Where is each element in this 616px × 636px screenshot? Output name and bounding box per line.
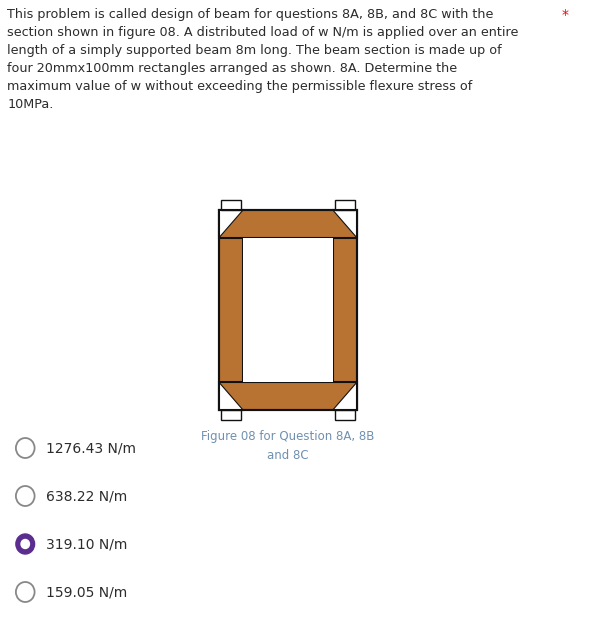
Circle shape [21, 539, 30, 548]
Bar [221, 200, 241, 210]
Text: 638.22 N/m: 638.22 N/m [46, 489, 127, 503]
Polygon shape [333, 210, 357, 238]
Text: 159.05 N/m: 159.05 N/m [46, 585, 127, 599]
Text: *: * [561, 8, 569, 22]
Polygon shape [219, 210, 243, 238]
Polygon shape [219, 382, 243, 410]
Bar [333, 210, 357, 410]
Bar [219, 210, 357, 238]
Polygon shape [333, 382, 357, 410]
Bar [219, 382, 357, 410]
Text: This problem is called design of beam for questions 8A, 8B, and 8C with the
sect: This problem is called design of beam fo… [7, 8, 519, 111]
Bar [243, 238, 333, 382]
Bar [219, 210, 243, 410]
Text: 319.10 N/m: 319.10 N/m [46, 537, 127, 551]
Text: 1276.43 N/m: 1276.43 N/m [46, 441, 136, 455]
Text: Figure 08 for Question 8A, 8B
and 8C: Figure 08 for Question 8A, 8B and 8C [201, 430, 375, 462]
Bar [221, 410, 241, 420]
Bar [334, 410, 355, 420]
Circle shape [16, 534, 34, 554]
Bar [334, 200, 355, 210]
Bar [219, 210, 357, 410]
